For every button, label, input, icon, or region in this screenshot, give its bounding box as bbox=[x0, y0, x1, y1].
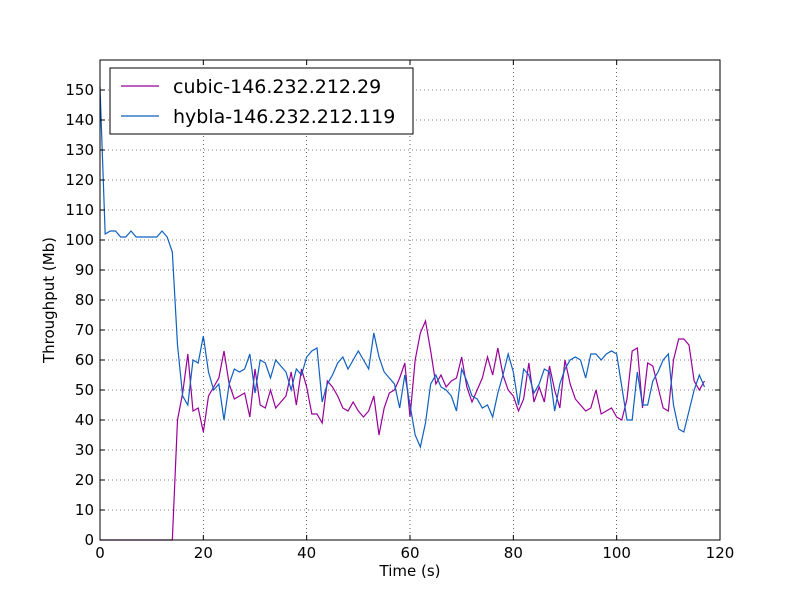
y-tick-label: 60 bbox=[75, 351, 94, 369]
x-tick-label: 40 bbox=[297, 544, 316, 562]
x-tick-label: 20 bbox=[194, 544, 213, 562]
y-tick-label: 40 bbox=[75, 411, 94, 429]
y-tick-label: 150 bbox=[65, 81, 94, 99]
x-tick-label: 0 bbox=[95, 544, 105, 562]
y-tick-label: 130 bbox=[65, 141, 94, 159]
x-tick-label: 80 bbox=[504, 544, 523, 562]
y-tick-label: 110 bbox=[65, 201, 94, 219]
x-axis-label: Time (s) bbox=[379, 562, 441, 580]
y-tick-label: 30 bbox=[75, 441, 94, 459]
y-tick-label: 20 bbox=[75, 471, 94, 489]
series-line-hybla bbox=[99, 86, 706, 449]
axis-ticks: 0 20 40 60 80 100 120 0 10 20 30 40 50 60 70 80 90 100 110… bbox=[65, 60, 734, 562]
x-tick-label: 60 bbox=[400, 544, 419, 562]
legend-label-cubic: cubic-146.232.212.29 bbox=[173, 76, 381, 98]
y-tick-label: 90 bbox=[75, 261, 94, 279]
y-tick-label: 70 bbox=[75, 321, 94, 339]
grid bbox=[100, 60, 720, 540]
series-line-cubic bbox=[100, 318, 706, 541]
y-tick-label: 100 bbox=[65, 231, 94, 249]
x-tick-label: 120 bbox=[706, 544, 735, 562]
y-axis-label: Throughput (Mb) bbox=[40, 237, 58, 364]
y-tick-label: 140 bbox=[65, 111, 94, 129]
series-lines bbox=[99, 86, 706, 541]
y-tick-label: 10 bbox=[75, 501, 94, 519]
legend-label-hybla: hybla-146.232.212.119 bbox=[173, 106, 395, 128]
legend-box bbox=[109, 67, 414, 135]
x-tick-label: 100 bbox=[602, 544, 631, 562]
y-tick-label: 50 bbox=[75, 381, 94, 399]
legend: cubic-146.232.212.29 hybla-146.232.212.1… bbox=[109, 67, 414, 135]
y-tick-label: 80 bbox=[75, 291, 94, 309]
y-tick-label: 120 bbox=[65, 171, 94, 189]
y-tick-label: 0 bbox=[84, 531, 94, 549]
